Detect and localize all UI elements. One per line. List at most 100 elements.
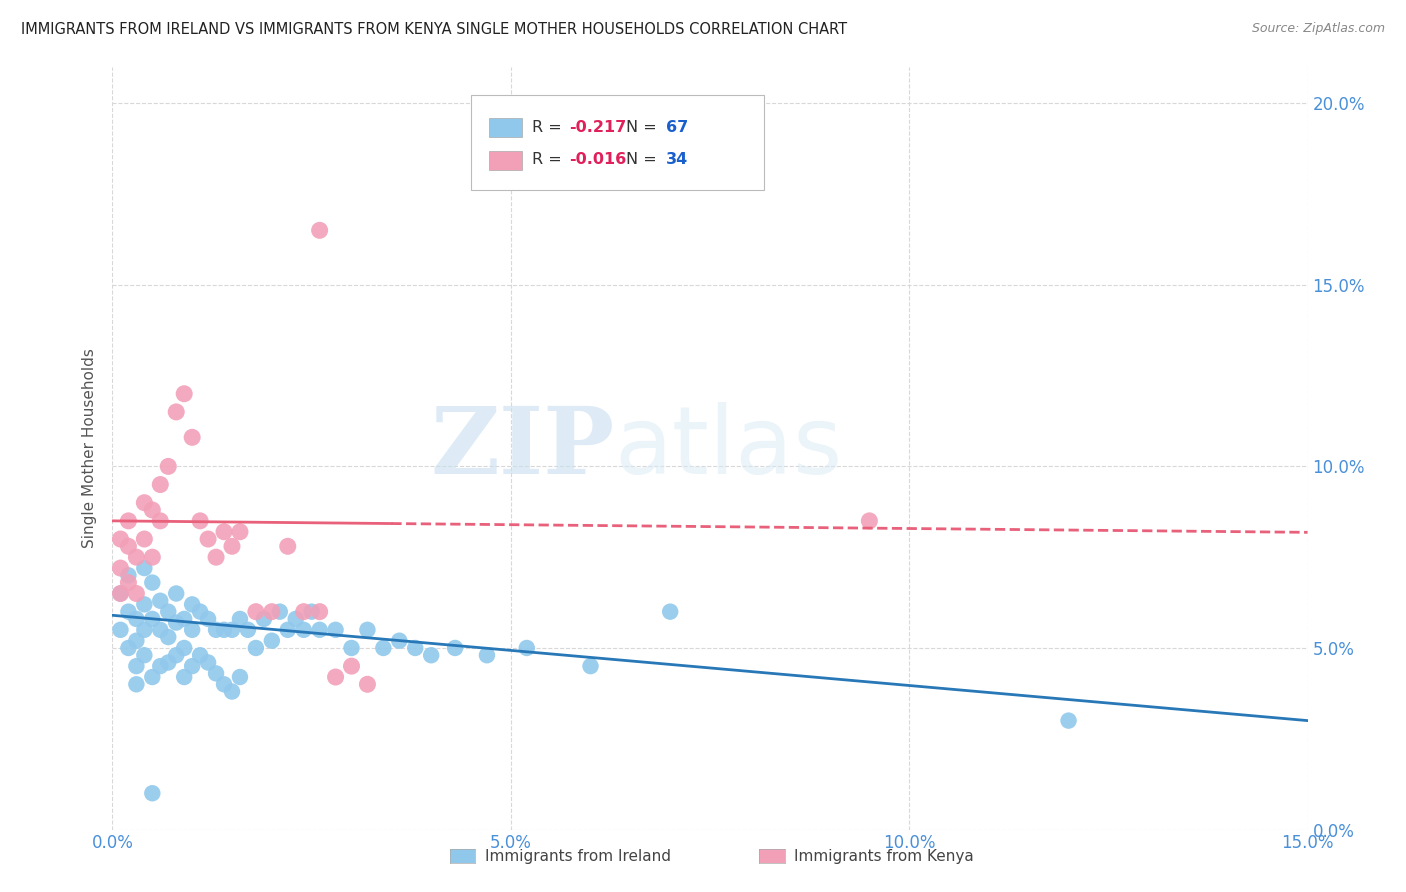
Text: Source: ZipAtlas.com: Source: ZipAtlas.com: [1251, 22, 1385, 36]
Point: [420, 648, 443, 663]
Point: [181, 598, 204, 612]
Point: [117, 575, 139, 590]
Point: [858, 514, 880, 528]
Point: [117, 514, 139, 528]
Point: [579, 659, 602, 673]
Point: [356, 623, 378, 637]
Point: [221, 623, 243, 637]
Point: [141, 786, 163, 800]
Point: [134, 496, 156, 510]
Point: [141, 612, 163, 626]
Point: [308, 623, 330, 637]
Point: [117, 640, 139, 655]
Point: [197, 612, 219, 626]
Point: [134, 532, 156, 546]
Point: [188, 605, 211, 619]
Text: -0.016: -0.016: [569, 153, 626, 168]
FancyBboxPatch shape: [489, 151, 523, 169]
Point: [173, 386, 195, 401]
Point: [292, 623, 315, 637]
Point: [236, 623, 259, 637]
Point: [141, 503, 163, 517]
Point: [269, 605, 291, 619]
Point: [134, 598, 156, 612]
Point: [117, 605, 139, 619]
Y-axis label: Single Mother Households: Single Mother Households: [82, 348, 97, 549]
Point: [149, 594, 172, 608]
Point: [134, 648, 156, 663]
Point: [253, 612, 276, 626]
Point: [125, 586, 148, 600]
Point: [229, 612, 252, 626]
Point: [157, 459, 180, 474]
Point: [149, 514, 172, 528]
Point: [260, 605, 283, 619]
Point: [308, 605, 330, 619]
Point: [110, 586, 132, 600]
Point: [260, 633, 283, 648]
Point: [141, 575, 163, 590]
Point: [325, 623, 347, 637]
Point: [157, 656, 180, 670]
Text: 34: 34: [666, 153, 688, 168]
Point: [165, 405, 187, 419]
Point: [149, 659, 172, 673]
Text: atlas: atlas: [614, 402, 842, 494]
Text: R =: R =: [531, 153, 567, 168]
Point: [188, 648, 211, 663]
Text: Immigrants from Kenya: Immigrants from Kenya: [794, 849, 974, 863]
Point: [205, 623, 228, 637]
Point: [659, 605, 682, 619]
Point: [245, 640, 267, 655]
Point: [181, 659, 204, 673]
Point: [245, 605, 267, 619]
Point: [157, 605, 180, 619]
Point: [205, 666, 228, 681]
Text: R =: R =: [531, 120, 567, 135]
Point: [157, 630, 180, 644]
Point: [165, 648, 187, 663]
Point: [212, 623, 235, 637]
Text: -0.217: -0.217: [569, 120, 626, 135]
Point: [141, 550, 163, 565]
Point: [388, 633, 411, 648]
Point: [229, 670, 252, 684]
Point: [229, 524, 252, 539]
Point: [125, 550, 148, 565]
Point: [475, 648, 498, 663]
Point: [221, 684, 243, 698]
Point: [125, 659, 148, 673]
Point: [117, 539, 139, 553]
Text: N =: N =: [627, 120, 662, 135]
Point: [444, 640, 467, 655]
Point: [110, 561, 132, 575]
Point: [173, 670, 195, 684]
Point: [125, 633, 148, 648]
Point: [149, 477, 172, 491]
Point: [205, 550, 228, 565]
Point: [134, 561, 156, 575]
Point: [277, 623, 299, 637]
Text: ZIP: ZIP: [430, 403, 614, 493]
Text: Immigrants from Ireland: Immigrants from Ireland: [485, 849, 671, 863]
Text: N =: N =: [627, 153, 662, 168]
Point: [404, 640, 426, 655]
Point: [277, 539, 299, 553]
Point: [188, 514, 211, 528]
Point: [292, 605, 315, 619]
Point: [141, 670, 163, 684]
Point: [181, 623, 204, 637]
Text: IMMIGRANTS FROM IRELAND VS IMMIGRANTS FROM KENYA SINGLE MOTHER HOUSEHOLDS CORREL: IMMIGRANTS FROM IRELAND VS IMMIGRANTS FR…: [21, 22, 848, 37]
Point: [356, 677, 378, 691]
Point: [134, 623, 156, 637]
Point: [165, 615, 187, 630]
Point: [149, 623, 172, 637]
Point: [212, 524, 235, 539]
Point: [301, 605, 323, 619]
Point: [197, 656, 219, 670]
Point: [221, 539, 243, 553]
Text: 67: 67: [666, 120, 688, 135]
Point: [181, 430, 204, 444]
Point: [125, 677, 148, 691]
Point: [110, 586, 132, 600]
